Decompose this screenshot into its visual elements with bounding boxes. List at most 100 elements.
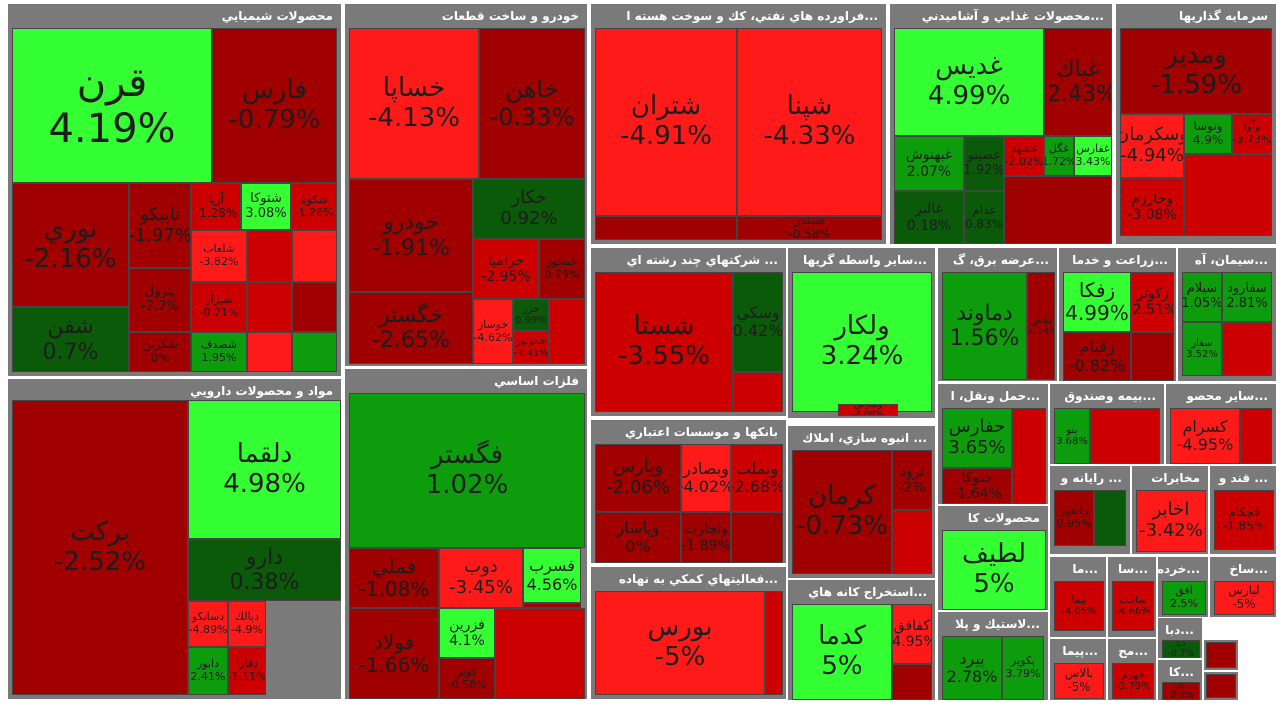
minor-tile[interactable] — [523, 603, 581, 608]
minor-tile[interactable] — [1240, 408, 1272, 464]
stock-tile[interactable]: بپاس-2.14% — [1027, 272, 1055, 380]
sector-invest[interactable]: سرمايه گذاريهاومدير-1.59%وسكرمان-4.94%ون… — [1116, 4, 1276, 244]
sector-moh[interactable]: ...مح جهرم -3.79% — [1108, 639, 1156, 700]
stock-tile[interactable]: پترول -2.2% — [129, 268, 191, 332]
stock-tile[interactable]: شبندر -0.58% — [737, 216, 882, 240]
stock-tile[interactable]: قرن 4.19% — [12, 28, 212, 183]
sector-paima[interactable]: ...پيما بالاس -5% — [1050, 639, 1106, 700]
stock-tile[interactable]: شتران -4.91% — [595, 28, 737, 216]
stock-tile[interactable]: خموتور -3.41% — [513, 331, 549, 364]
stock-tile[interactable]: فولاد -1.66% — [349, 608, 439, 699]
stock-tile[interactable]: دپالك -4.9% — [228, 601, 266, 647]
minor-tile[interactable] — [892, 664, 932, 700]
stock-tile[interactable]: خاهن -0.33% — [479, 28, 585, 179]
stock-tile[interactable]: خراميا -2.95% — [473, 239, 539, 299]
minor-tile[interactable] — [247, 332, 292, 372]
sector-o[interactable]: ...ه — [1204, 672, 1238, 700]
sector-metals[interactable]: فلزات اساسي فگستر 1.02% فملي -1.08% فولاد -1.6… — [345, 369, 587, 699]
stock-tile[interactable]: جهرم -3.79% — [1112, 663, 1154, 699]
minor-tile[interactable] — [549, 299, 585, 364]
stock-tile[interactable]: افق 2.5% — [1162, 581, 1206, 615]
stock-tile[interactable]: كفافق-4.95% — [892, 604, 932, 664]
minor-tile[interactable] — [1222, 322, 1272, 376]
minor-tile[interactable] — [1206, 642, 1236, 668]
stock-tile[interactable]: خمحور 0.79% — [539, 239, 585, 299]
stock-tile[interactable]: شستا -3.55% — [595, 272, 733, 412]
minor-tile[interactable] — [731, 512, 783, 563]
stock-tile[interactable]: وتجارت -1.89% — [681, 512, 731, 563]
minor-tile[interactable] — [292, 282, 337, 332]
stock-tile[interactable]: دوب -3.45% — [439, 548, 523, 608]
stock-tile[interactable]: شفن 0.7% — [12, 307, 129, 372]
stock-tile[interactable]: زفكا 4.99% — [1063, 272, 1131, 332]
stock-tile[interactable]: وآوا -3.73% — [1232, 114, 1272, 154]
stock-tile[interactable]: تاپيكو -1.97% — [129, 183, 191, 268]
stock-tile[interactable]: وبملت -2.68% — [731, 444, 783, 512]
stock-tile[interactable]: اخابر -3.42% — [1136, 490, 1206, 552]
stock-tile[interactable]: دابور 2.41% — [188, 647, 228, 695]
stock-tile[interactable]: بالاس -5% — [1054, 663, 1104, 699]
stock-tile[interactable]: زكوثر-2.51% — [1131, 272, 1174, 332]
sector-support[interactable]: ...فعاليتهاي كمكي به نهاده بورس -5% — [591, 567, 786, 699]
stock-tile[interactable]: فسرب 4.56% — [523, 548, 581, 603]
stock-tile[interactable]: ثرود -2% — [892, 450, 932, 510]
stock-tile[interactable]: شپنا -4.33% — [737, 28, 882, 216]
stock-tile[interactable]: سفار 3.52% — [1182, 322, 1222, 376]
stock-tile[interactable]: فارس -0.79% — [212, 28, 337, 183]
stock-tile[interactable]: ساخت -4.86% — [1112, 581, 1154, 631]
sector-sugar[interactable]: ... قند و قچكام -1.85% — [1210, 466, 1276, 554]
sector-banks[interactable]: بانكها و موسسات اعتباري وپارس -2.06% وبصادر… — [591, 420, 786, 563]
minor-tile[interactable] — [1012, 408, 1046, 504]
stock-tile[interactable]: خگستر -2.65% — [349, 292, 473, 364]
stock-tile[interactable]: بورس -5% — [595, 591, 765, 695]
sector-sakht[interactable]: ...ساخ لپارس -5% — [1210, 557, 1276, 617]
stock-tile[interactable]: لپارس -5% — [1214, 581, 1274, 615]
stock-tile[interactable]: غبهنوش 2.07% — [894, 136, 964, 191]
stock-tile[interactable]: غالبر 0.18% — [894, 191, 964, 244]
stock-tile[interactable]: بنو 3.68% — [1054, 408, 1090, 464]
stock-tile[interactable]: سيلام 1.05% — [1182, 272, 1222, 322]
minor-tile[interactable] — [1090, 408, 1160, 464]
minor-tile[interactable] — [765, 591, 783, 695]
stock-tile[interactable]: شكربن 0% — [129, 332, 191, 372]
sector-oil[interactable]: ...فراورده هاي نفتي، كك و سوخت هسته ا شتر… — [591, 4, 886, 244]
stock-tile[interactable]: غفارس 3.43% — [1074, 136, 1112, 176]
stock-tile[interactable]: فملي -1.08% — [349, 548, 439, 608]
stock-tile[interactable]: ونوسا 4.9% — [1184, 114, 1232, 154]
stock-tile[interactable]: خزر 0.99% — [513, 299, 549, 331]
stock-tile[interactable]: شصدف 1.95% — [191, 332, 247, 372]
sector-construction[interactable]: ... انبوه سازي، املاك كرمان -0.73% ثرود -2% — [788, 426, 935, 578]
sector-sa[interactable]: ...سا ساخت -4.86% — [1108, 557, 1156, 637]
minor-tile[interactable] — [1206, 674, 1236, 698]
sector-telecom[interactable]: مخابرات اخابر -3.42% — [1132, 466, 1208, 554]
stock-tile[interactable]: زقيام -0.82% — [1063, 332, 1131, 381]
stock-tile[interactable]: حتوكا -1.64% — [942, 468, 1012, 504]
stock-tile[interactable]: بركت -2.52% — [12, 400, 188, 695]
sector-pharma[interactable]: مواد و محصولات دارويي بركت -2.52% دلقما 4.98… — [8, 379, 341, 699]
stock-tile[interactable]: فگستر 1.02% — [349, 393, 585, 548]
minor-tile[interactable] — [1004, 176, 1112, 244]
sector-dairy[interactable]: محصولات كا لطيف 5% — [938, 506, 1048, 610]
stock-tile[interactable]: غشهد -2.02% — [1004, 136, 1044, 176]
stock-tile[interactable]: غگل1.72% — [1044, 136, 1074, 176]
minor-tile[interactable] — [1184, 154, 1272, 236]
sector-other_products[interactable]: ...ساير محصو كسرام -4.95% — [1166, 384, 1276, 464]
minor-tile[interactable] — [292, 332, 337, 372]
sector-insurance[interactable]: ...بيمه وصندوق بنو 3.68% — [1050, 384, 1164, 464]
stock-tile[interactable]: ومدير -1.59% — [1120, 28, 1272, 114]
stock-tile[interactable]: رانفور 0.95% — [1054, 490, 1094, 546]
stock-tile[interactable]: خوساز -4.62% — [473, 299, 513, 364]
sector-cement[interactable]: ...سيمان، آه سيلام 1.05% سفارود 2.81% سفار 3.5… — [1178, 248, 1276, 381]
stock-tile[interactable]: وخارزم -3.08% — [1120, 178, 1184, 236]
sector-kh[interactable]: ...خ — [1204, 640, 1238, 670]
stock-tile[interactable]: ولكار 3.24% — [792, 272, 932, 412]
stock-tile[interactable]: دسانكو -4.89% — [188, 601, 228, 647]
sector-retail[interactable]: ...خرده افق 2.5% — [1158, 557, 1208, 617]
stock-tile[interactable]: وسكرمان-4.94% — [1120, 114, 1184, 178]
stock-tile[interactable]: غپاك-2.43% — [1044, 28, 1112, 136]
stock-tile[interactable]: غدام 0.83% — [964, 191, 1004, 244]
stock-tile[interactable]: كرمان -0.73% — [792, 450, 892, 574]
minor-tile[interactable] — [247, 282, 292, 332]
